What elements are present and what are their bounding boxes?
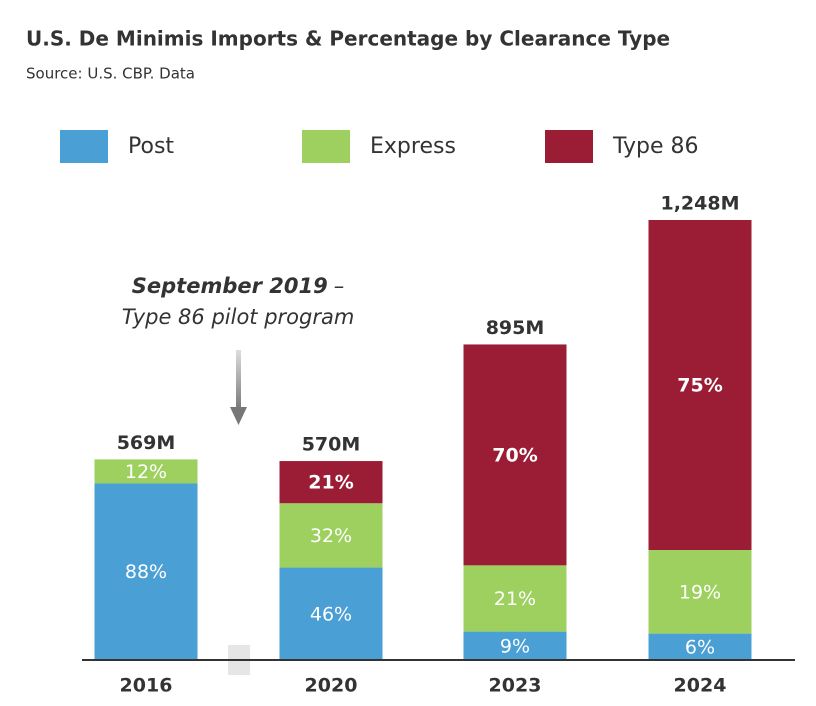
segment-label: 32% [310,525,352,547]
total-label: 895M [486,317,545,339]
bar-segment [648,220,752,550]
segment-label: 9% [500,635,530,657]
segment-label: 6% [685,636,715,658]
annotation-line: Type 86 pilot program [122,305,355,329]
bar-segment [279,567,383,660]
x-tick-label: 2020 [305,675,358,697]
bar-segment [648,550,752,634]
annotation-bold: September 2019 [132,274,328,298]
legend-swatch [545,130,593,163]
x-tick-label: 2024 [674,675,727,697]
bar-segment [279,461,383,504]
segment-label: 19% [679,581,721,603]
total-label: 1,248M [660,193,739,215]
legend-swatch [60,130,108,163]
bar-segment [463,565,567,632]
bar-segment [279,503,383,568]
x-tick-label: 2016 [120,675,173,697]
annotation-dash: – [334,274,345,298]
segment-label: 75% [677,375,722,397]
legend-label: Type 86 [612,134,699,159]
annotation: September 2019– [132,274,344,298]
arrow-head [230,407,247,425]
segment-label: 21% [308,472,353,494]
bar-segment [463,344,567,566]
segment-label: 21% [494,588,536,610]
total-label: 570M [302,434,361,456]
x-tick-label: 2023 [489,675,542,697]
total-label: 569M [117,432,176,454]
arrow-shaft [236,350,241,410]
bar-segment [94,459,198,484]
legend-swatch [302,130,350,163]
segment-label: 70% [492,444,537,466]
legend-label: Post [128,134,174,159]
segment-label: 88% [125,561,167,583]
chart-subtitle: Source: U.S. CBP. Data [26,65,195,83]
legend-label: Express [370,134,456,159]
bar-segment [463,631,567,660]
segment-label: 12% [125,461,167,483]
chart-title: U.S. De Minimis Imports & Percentage by … [26,27,670,51]
bar-segment [94,483,198,660]
segment-label: 46% [310,603,352,625]
bar-segment [648,633,752,660]
